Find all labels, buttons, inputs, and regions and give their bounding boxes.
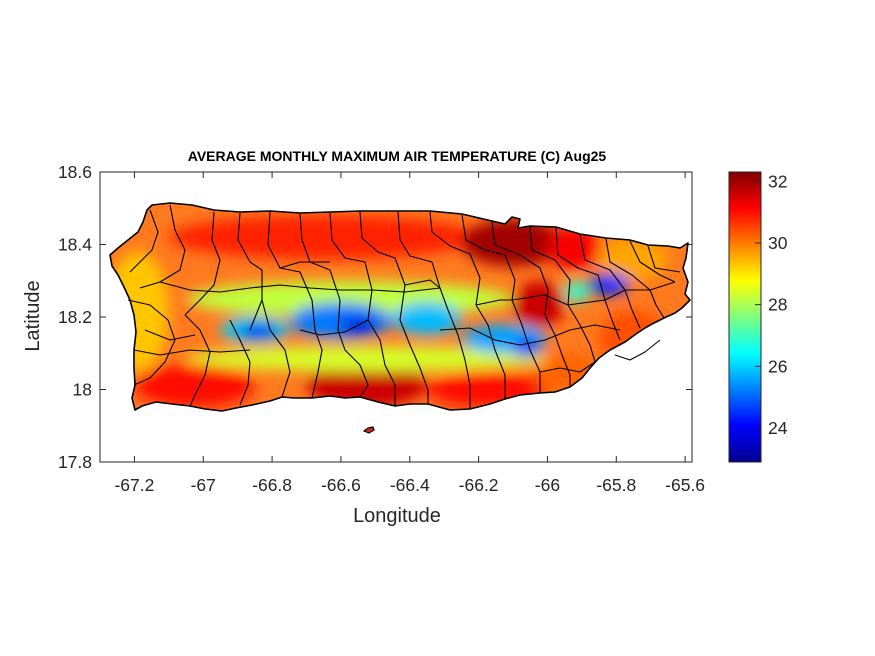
x-tick-label: -65.8 [596, 475, 636, 495]
municipality-boundary [127, 299, 176, 386]
temperature-cell [186, 346, 548, 372]
x-axis: -67.2 -67 -66.8 -66.6 -66.4 -66.2 -66 -65.8 -65.… [114, 172, 705, 495]
municipality-boundary [649, 289, 665, 319]
x-tick-label: -67 [191, 475, 216, 495]
temperature-cell [134, 364, 255, 408]
municipality-boundary [461, 214, 516, 301]
municipality-boundary [129, 209, 159, 273]
municipality-boundaries [127, 204, 681, 409]
municipality-boundary [491, 221, 549, 316]
municipality-boundary [429, 211, 481, 306]
temperature-cell [392, 302, 462, 336]
temperature-cell [547, 226, 600, 270]
municipality-boundary [475, 304, 506, 399]
x-tick-label: -66.4 [390, 475, 430, 495]
x-tick-label: -66 [535, 475, 560, 495]
y-tick-label: 18.6 [58, 162, 92, 182]
municipality-boundary [267, 211, 316, 331]
x-tick-label: -66.6 [321, 475, 361, 495]
colorbar-gradient [728, 171, 762, 463]
temperature-cell [513, 338, 541, 357]
temperature-cell [513, 280, 565, 328]
municipality-boundary [539, 361, 596, 373]
x-axis-label: Longitude [353, 505, 441, 527]
municipality-boundary [529, 226, 571, 306]
municipality-boundary [367, 319, 396, 406]
municipality-boundary [605, 238, 651, 291]
municipality-boundary [329, 212, 373, 321]
temperature-cell [588, 273, 631, 296]
temperature-cell [237, 324, 279, 339]
temperature-field [109, 202, 691, 434]
municipality-boundary [261, 299, 291, 398]
municipality-boundary [359, 211, 406, 321]
municipality-boundary [404, 279, 441, 289]
municipality-boundary [229, 319, 251, 406]
temperature-cell [340, 317, 376, 336]
x-tick-label: -65.6 [665, 475, 705, 495]
caja-de-muertos-island [362, 426, 375, 434]
municipality-boundary [397, 211, 441, 289]
map-title: AVERAGE MONTHLY MAXIMUM AIR TEMPERATURE … [188, 148, 607, 164]
y-tick-label: 18 [73, 380, 92, 400]
y-tick-label: 17.8 [58, 452, 92, 472]
municipality-boundary [544, 314, 571, 387]
y-tick-label: 18.4 [58, 235, 92, 255]
municipality-boundary [159, 281, 441, 293]
municipality-boundary [337, 329, 369, 398]
colorbar-tick-label: 26 [768, 356, 787, 376]
colorbar-tick-label: 30 [768, 233, 788, 253]
municipality-boundary [184, 314, 211, 407]
temperature-cell [461, 219, 565, 267]
y-tick-label: 18.2 [58, 307, 92, 327]
municipality-boundary [614, 339, 661, 361]
colorbar-tick-label: 24 [768, 418, 788, 438]
municipality-boundary [439, 287, 471, 409]
x-tick-label: -66.2 [459, 475, 499, 495]
municipality-boundary [133, 349, 251, 356]
colorbar-tick-label: 28 [768, 295, 787, 315]
y-axis-label: Latitude [22, 280, 44, 351]
municipality-boundary [311, 329, 323, 399]
colorbar-ticks: 32 30 28 26 24 [755, 171, 788, 438]
municipality-boundary [279, 261, 330, 269]
municipality-boundary [144, 329, 196, 341]
temperature-cell [306, 360, 427, 408]
colorbar-tick-label: 32 [768, 171, 787, 191]
x-tick-label: -66.8 [252, 475, 292, 495]
municipality-boundary [567, 304, 596, 363]
municipality-boundary [579, 234, 626, 291]
municipality-boundary [399, 319, 429, 404]
municipality-boundary [299, 213, 341, 331]
y-axis: 18.6 18.4 18.2 18 17.8 [58, 162, 692, 472]
x-tick-label: -67.2 [114, 475, 154, 495]
temperature-cell [599, 237, 668, 281]
municipality-boundary [604, 299, 621, 341]
municipality-boundary [629, 240, 676, 283]
municipality-boundary [184, 211, 221, 316]
municipality-boundary [555, 227, 606, 301]
temperature-cell [564, 280, 589, 303]
municipality-boundary [237, 212, 263, 331]
municipality-boundary [475, 281, 676, 306]
temperature-cell [289, 302, 393, 339]
temperature-cell [168, 215, 479, 259]
municipality-boundary [139, 204, 186, 289]
municipality-boundary [647, 245, 681, 273]
municipality-boundary [511, 299, 541, 393]
municipality-boundary [439, 324, 621, 346]
colorbar: 32 30 28 26 24 [728, 171, 788, 463]
municipality-boundary [624, 289, 641, 329]
municipality-boundary [299, 319, 369, 336]
island-outline [109, 202, 691, 412]
